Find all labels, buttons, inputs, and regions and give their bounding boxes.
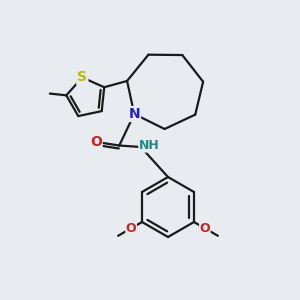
Text: O: O: [90, 135, 102, 149]
Text: O: O: [200, 222, 210, 235]
Text: N: N: [128, 107, 140, 121]
Text: S: S: [77, 70, 87, 85]
Text: O: O: [126, 222, 136, 235]
Text: NH: NH: [139, 139, 160, 152]
